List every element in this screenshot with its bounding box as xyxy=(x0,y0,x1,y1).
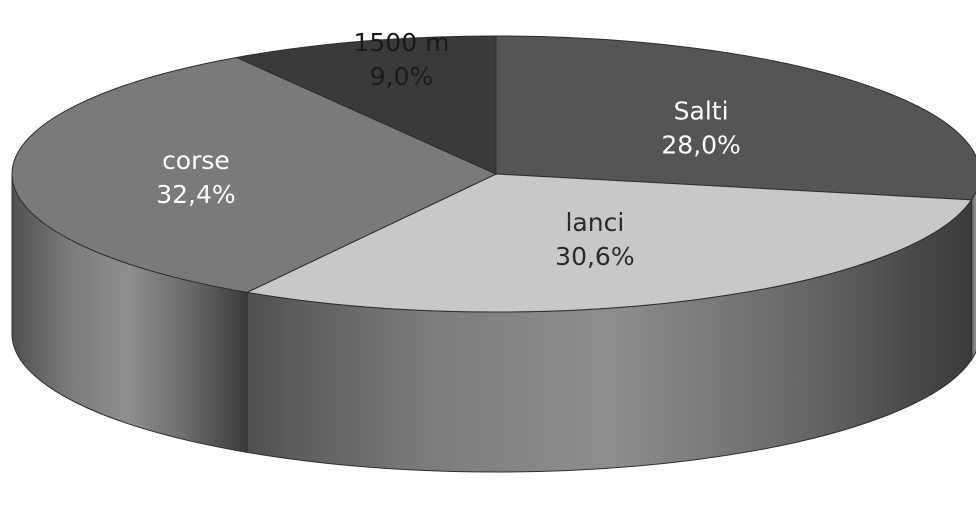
pie-data-label: lanci 30,6% xyxy=(555,208,634,271)
pie-slice-lanci xyxy=(245,173,973,313)
pie-side-salti xyxy=(970,190,976,362)
slice-percent-label: 32,4% xyxy=(156,180,235,209)
pie-slice-1500-m xyxy=(234,35,497,175)
pie-data-label: Salti 28,0% xyxy=(661,97,740,160)
pie-slice-salti xyxy=(495,35,976,201)
slice-category-label: corse xyxy=(162,146,230,175)
slice-percent-label: 28,0% xyxy=(661,131,740,160)
slice-category-label: lanci xyxy=(565,208,624,237)
pie-slice-corse xyxy=(11,56,498,293)
pie-top-layer xyxy=(11,35,976,313)
slice-category-label: 1500 m xyxy=(354,28,450,57)
pie-data-label: 1500 m 9,0% xyxy=(354,28,450,91)
slice-percent-label: 9,0% xyxy=(370,62,434,91)
slice-category-label: Salti xyxy=(674,97,729,126)
pie-label-layer: Salti 28,0% lanci 30,6% corse 32,4% 1500 m 9,0% xyxy=(156,28,741,271)
pie-data-label: corse 32,4% xyxy=(156,146,235,209)
slice-percent-label: 30,6% xyxy=(555,242,634,271)
